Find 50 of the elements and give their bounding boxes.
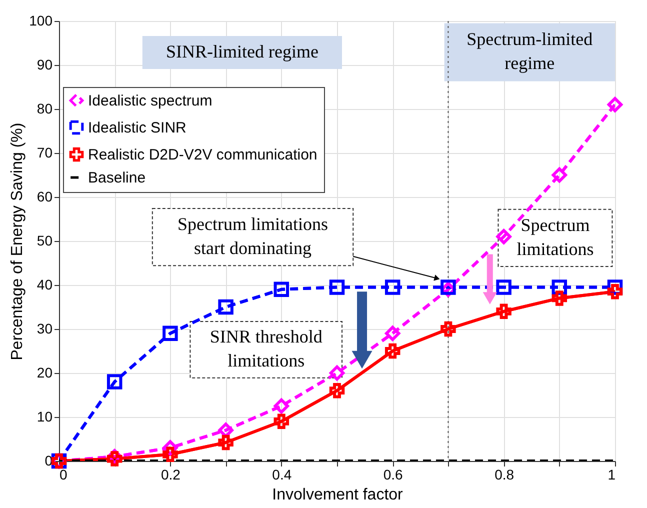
y-tick-label: 80 [36,100,53,116]
legend-label: Baseline [88,170,146,186]
annotation: Spectrum limitations start dominating [178,214,328,258]
x-tick-label: 0.2 [160,466,181,482]
y-tick-label: 30 [36,320,53,336]
point [218,299,234,315]
point [274,398,290,414]
legend-label: Idealistic SINR [88,120,187,136]
x-tick-label: 0.8 [494,466,514,482]
annotation: SINR threshold limitations [210,326,322,371]
point [496,304,512,320]
point [329,365,345,381]
y-tick-label: 100 [29,12,53,28]
point [607,284,623,300]
legend-label: Realistic D2D-V2V communication [88,146,318,164]
y-tick-label: 90 [36,56,53,72]
y-tick-label: 70 [36,144,53,160]
y-tick-label: 40 [36,276,53,292]
point [329,280,345,295]
point [552,167,568,183]
y-tick-label: 50 [36,232,53,248]
x-tick-label: 0.6 [383,466,404,482]
y-tick-label: 10 [36,408,53,424]
legend-label: Idealistic spectrum [88,92,212,110]
point [496,280,512,295]
point [440,321,456,337]
x-tick-label: 0 [60,466,68,482]
x-tick-label: 0.4 [272,466,292,482]
x-tick-label: 1 [608,466,616,482]
annotation: SINR-limited regime [166,41,318,62]
point [106,374,122,390]
point [552,290,568,306]
annotation: Spectrum-limited regime [466,29,593,74]
point [218,422,234,438]
point [218,434,234,450]
point [162,326,178,342]
y-tick-label: 20 [36,364,53,380]
point [384,343,400,359]
point [329,382,345,398]
point [496,228,512,244]
x-axis-title: Involvement factor [272,486,404,504]
point [274,414,290,430]
annotation: Spectrum limitations [516,214,594,259]
point [274,282,290,298]
point [384,280,400,295]
point [384,326,400,342]
y-tick-label: 60 [36,188,53,204]
point [607,96,623,112]
y-axis-title: Percentage of Energy Saving (%) [9,122,26,360]
point [162,446,178,462]
